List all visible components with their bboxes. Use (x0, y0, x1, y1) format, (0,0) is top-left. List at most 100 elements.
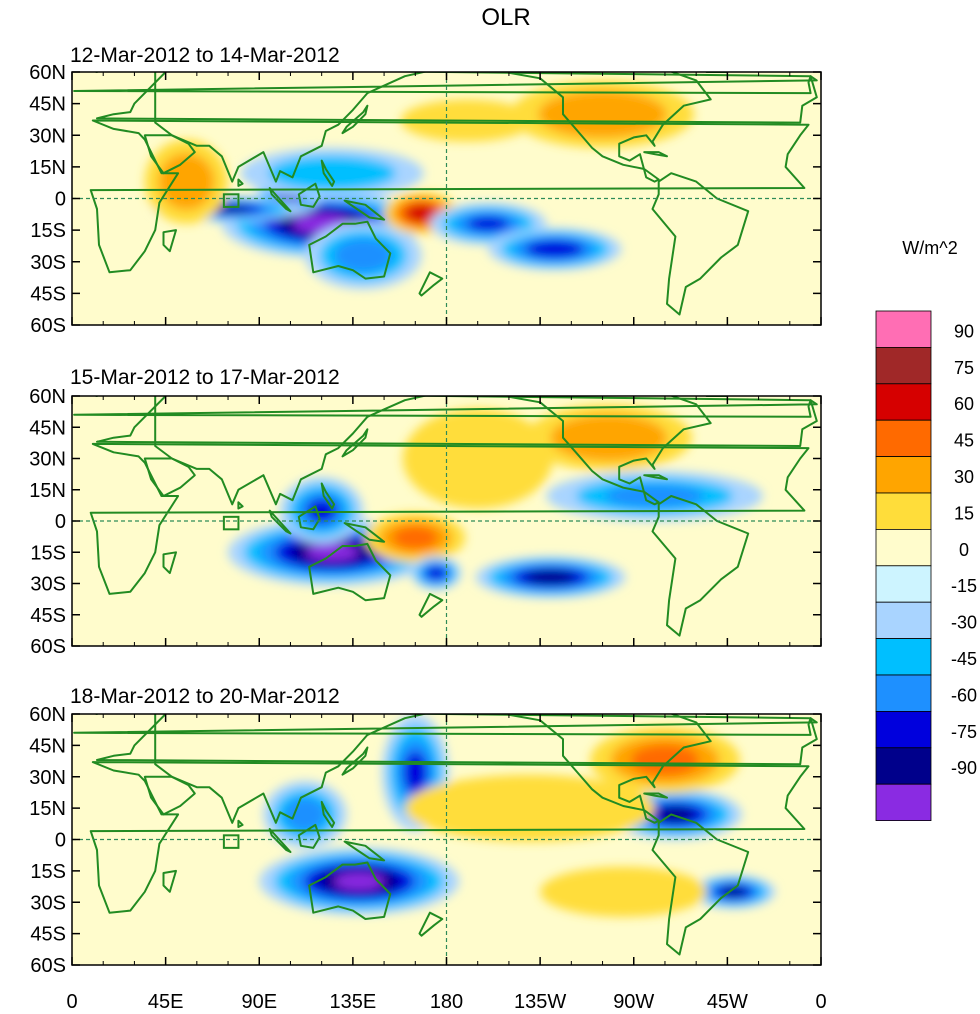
colorbar-label: -30 (951, 613, 977, 633)
colorbar-swatch (875, 638, 932, 676)
coastline-sumatra (268, 509, 292, 535)
lat-label: 30N (29, 125, 66, 147)
lat-label: 0 (55, 189, 66, 211)
region-box (222, 834, 240, 849)
longitude-axis-labels: 0 45E 90E 135E 180 135W 90W 45W 0 (66, 991, 826, 1013)
colorbar-label: 30 (954, 467, 974, 487)
coastline-srilanka (237, 178, 244, 187)
lat-label: 60N (29, 704, 66, 726)
coastline-samerica (651, 172, 750, 316)
lat-label: 60N (29, 62, 66, 84)
coastline-europe (93, 72, 818, 124)
coastline-borneo (297, 505, 321, 531)
coastline-borneo (297, 182, 321, 208)
olr-anomaly-2-level-4 (403, 751, 428, 794)
map-panel-2: 15-Mar-2012 to 17-Mar-2012 60N 45N 30N 15N 0… (29, 366, 822, 658)
lon-label: 45W (707, 991, 748, 1013)
olr-anomaly-4-level-5 (525, 570, 576, 585)
coastline-europe (93, 396, 818, 447)
colorbar: 90 75 60 45 30 15 0 -15 -30 -45 -60 -75 -90 (875, 310, 977, 822)
coastline-namerica (498, 72, 712, 183)
lat-label: 15N (29, 157, 66, 179)
panel-3-subtitle: 18-Mar-2012 to 20-Mar-2012 (70, 685, 340, 708)
olr-anomaly-7-level-1 (404, 774, 655, 842)
lat-label: 45S (30, 924, 66, 946)
colorbar-swatch (875, 456, 932, 494)
coastline-philippines (320, 159, 336, 187)
coastline-namerica (498, 396, 712, 506)
lat-label: 45N (29, 94, 66, 116)
colorbar-swatch (875, 419, 932, 458)
lat-label: 15S (30, 220, 66, 242)
coastline-australia (308, 861, 392, 920)
colorbar-label: 60 (954, 394, 974, 414)
region-box (222, 515, 240, 531)
colorbar-swatch (875, 674, 932, 712)
olr-anomaly-8-level-4 (425, 565, 448, 581)
colorbar-label: -45 (951, 649, 977, 669)
coastline-madagascar (162, 869, 177, 893)
lat-label: 0 (55, 830, 66, 852)
coastline-uk (73, 399, 818, 418)
lat-label: 15S (30, 861, 66, 883)
coastline-greenland (705, 72, 730, 73)
lat-label: 30S (30, 892, 66, 914)
colorbar-swatch (875, 383, 932, 421)
colorbar-label: 75 (954, 358, 974, 378)
olr-anomaly-1-level-6 (334, 872, 385, 890)
colorbar-swatch (875, 529, 932, 567)
colorbar-swatch (875, 310, 932, 348)
lat-label: 0 (55, 511, 66, 533)
coastline-africa (89, 119, 810, 274)
coastline-cuba (643, 151, 668, 158)
olr-anomaly-3-level-3 (392, 526, 438, 550)
colorbar-label: -90 (951, 758, 977, 778)
lon-label: 0 (66, 991, 77, 1013)
lat-label: 15S (30, 542, 66, 564)
lat-label: 45S (30, 605, 66, 627)
coastline-samerica (651, 495, 750, 637)
olr-anomaly-6-level-4 (405, 204, 438, 223)
lat-label: 60S (30, 636, 66, 658)
map-panel-3: 18-Mar-2012 to 20-Mar-2012 60N 45N 30N 15N 0… (29, 685, 822, 977)
lat-label: 60S (30, 315, 66, 337)
coastline-nz (418, 271, 444, 297)
map-panel-1: 12-Mar-2012 to 14-Mar-2012 60N 45N 30N 15N 0… (29, 44, 822, 337)
coastline-japan (341, 428, 369, 458)
olr-anomaly-8-level-1 (540, 866, 707, 917)
lon-label: 0 (815, 991, 826, 1013)
lon-label: 90W (613, 991, 654, 1013)
colorbar-swatch (875, 565, 932, 603)
coastline-japan (341, 746, 369, 776)
coastline-uk (73, 75, 818, 95)
coastline-sumatra (268, 828, 292, 853)
coastline-greenland (705, 714, 730, 715)
coastline-nz (418, 592, 444, 618)
coastline-asia (154, 72, 429, 183)
coastline-greenland (705, 396, 730, 397)
lat-label: 30N (29, 449, 66, 471)
coastline-uk (73, 717, 818, 736)
panel-2-subtitle: 15-Mar-2012 to 17-Mar-2012 (70, 366, 340, 389)
coastline-europe (93, 714, 818, 766)
lon-label: 90E (241, 991, 277, 1013)
coastline-cuba (643, 474, 668, 481)
coastline-cuba (643, 792, 668, 799)
lon-label: 180 (430, 991, 463, 1013)
colorbar-swatch (875, 492, 932, 530)
coastline-newguinea (343, 522, 386, 543)
colorbar-label: 45 (954, 431, 974, 451)
colorbar-label: 0 (959, 540, 969, 560)
lat-label: 30S (30, 252, 66, 274)
lon-label: 45E (148, 991, 184, 1013)
coastline-samerica (651, 813, 750, 956)
coastline-australia (308, 542, 392, 602)
coastline-srilanka (237, 501, 244, 510)
coastline-africa (89, 442, 810, 595)
figure-title: OLR (481, 4, 530, 31)
coastline-nz (418, 911, 444, 937)
coastline-japan (341, 104, 369, 135)
lat-label: 45N (29, 417, 66, 439)
colorbar-label: 90 (954, 321, 974, 341)
